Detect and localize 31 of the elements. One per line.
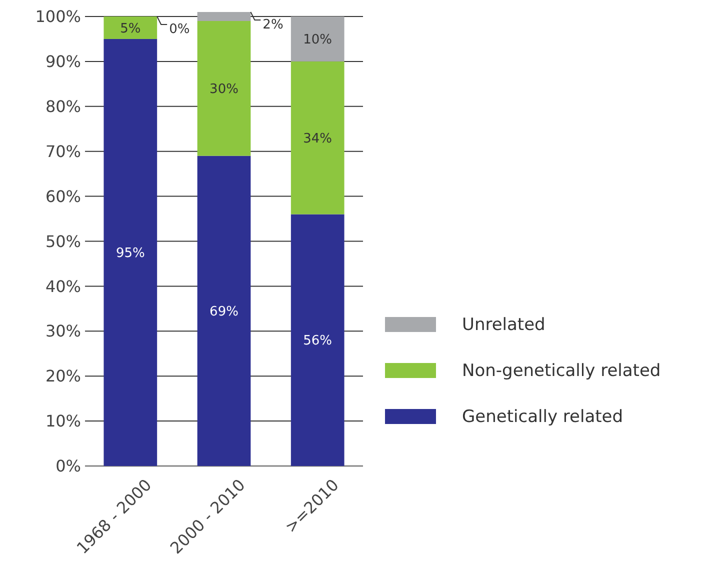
y-tick-label: 80%	[45, 96, 81, 116]
y-tick-label: 70%	[45, 142, 81, 161]
legend-label: Genetically related	[462, 406, 624, 427]
data-label: 5%	[120, 21, 141, 36]
bar	[197, 156, 251, 466]
bar	[104, 38, 158, 466]
legend-label: Non-genetically related	[462, 360, 661, 381]
y-tick-label: 20%	[45, 366, 81, 386]
data-label: 10%	[303, 32, 332, 48]
y-tick-label: 90%	[45, 52, 81, 72]
data-label: 69%	[210, 304, 238, 320]
data-label: 56%	[303, 334, 332, 349]
bar	[290, 61, 344, 214]
legend-label: Unrelated	[462, 314, 546, 335]
data-label: 30%	[210, 82, 238, 97]
bar	[290, 214, 344, 466]
y-tick-label: 40%	[45, 276, 81, 296]
y-tick-label: 100%	[35, 7, 81, 26]
data-label: 34%	[303, 131, 332, 146]
bar	[197, 12, 251, 21]
bar	[197, 20, 251, 156]
data-label: 95%	[116, 246, 145, 262]
data-label: 2%	[262, 18, 284, 33]
y-tick-label: 0%	[56, 456, 81, 476]
y-tick-label: 30%	[45, 322, 81, 341]
y-tick-label: 60%	[45, 186, 81, 206]
bar	[290, 16, 344, 62]
bar	[104, 16, 158, 39]
data-label: 0%	[169, 22, 190, 38]
y-tick-label: 10%	[45, 412, 81, 431]
y-tick-label: 50%	[45, 232, 81, 251]
